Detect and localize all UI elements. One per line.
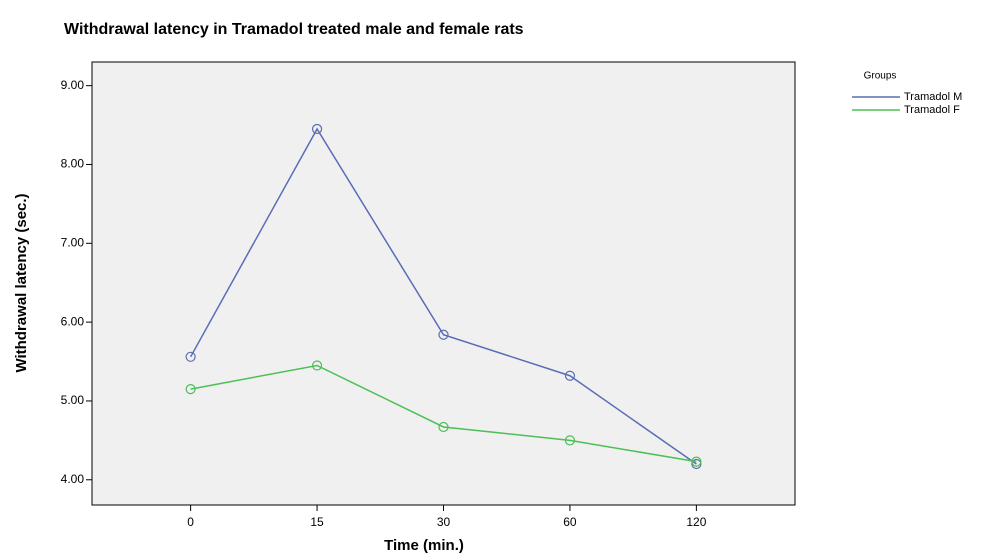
y-tick-label: 7.00	[61, 235, 85, 249]
point	[185, 384, 196, 395]
point	[311, 123, 323, 135]
legend-title: Groups	[864, 71, 897, 82]
y-tick-label: 5.00	[61, 393, 85, 407]
point	[185, 351, 196, 362]
point	[438, 421, 449, 433]
chart-title: Withdrawal latency in Tramadol treated m…	[64, 21, 524, 38]
x-tick-label: 30	[437, 515, 451, 529]
x-tick-label: 0	[187, 515, 194, 529]
point	[564, 435, 576, 446]
y-tick-label: 8.00	[61, 157, 85, 171]
x-tick-label: 15	[310, 515, 324, 529]
series-line	[190, 364, 697, 463]
point	[564, 370, 576, 381]
y-tick-label: 6.00	[61, 314, 85, 328]
point	[311, 360, 323, 371]
series-line	[189, 127, 697, 465]
legend-label: Tramadol F	[904, 104, 960, 116]
legend-label: Tramadol M	[904, 91, 962, 103]
y-axis-label: Withdrawal latency (sec.)	[13, 193, 30, 372]
y-tick-label: 4.00	[61, 472, 85, 486]
point	[691, 456, 702, 467]
point	[438, 329, 449, 340]
x-tick-label: 60	[563, 515, 577, 529]
y-tick-label: 9.00	[61, 78, 85, 92]
plot-area	[91, 61, 796, 506]
x-tick-label: 120	[686, 515, 706, 529]
x-axis-label: Time (min.)	[384, 537, 464, 554]
